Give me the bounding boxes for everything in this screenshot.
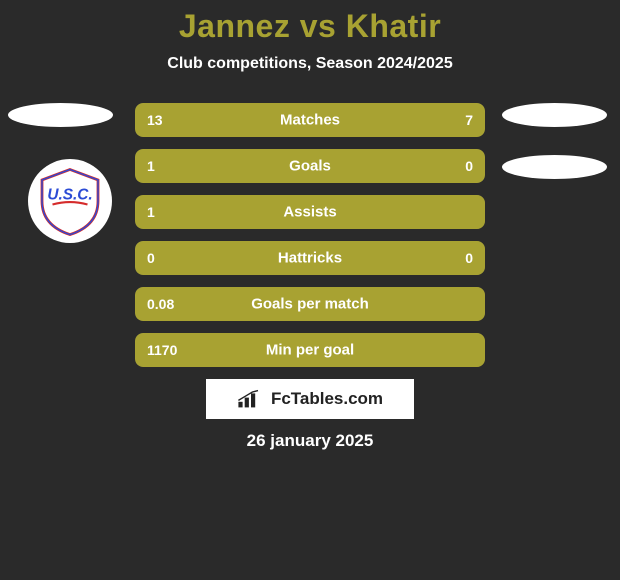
stats-area: U.S.C. 13Matches71Goals01Assists0Hattric…: [0, 103, 620, 367]
stat-row: 0Hattricks0: [135, 241, 485, 275]
stat-value-right: 7: [465, 112, 473, 128]
stat-value-right: 0: [465, 250, 473, 266]
stat-label: Goals: [135, 158, 485, 175]
stat-row: 1Goals0: [135, 149, 485, 183]
brand-text: FcTables.com: [271, 389, 383, 409]
player-right-badge-placeholder: [502, 103, 607, 127]
player-left-badge-placeholder: [8, 103, 113, 127]
stat-label: Matches: [135, 112, 485, 129]
stat-label: Min per goal: [135, 342, 485, 359]
shield-icon: U.S.C.: [35, 166, 105, 236]
stat-label: Hattricks: [135, 250, 485, 267]
stat-row: 0.08Goals per match: [135, 287, 485, 321]
stat-value-right: 0: [465, 158, 473, 174]
brand-badge[interactable]: FcTables.com: [206, 379, 414, 419]
stat-row: 1Assists: [135, 195, 485, 229]
player-right-badge-placeholder-2: [502, 155, 607, 179]
subtitle: Club competitions, Season 2024/2025: [0, 55, 620, 73]
club-logo-left: U.S.C.: [28, 159, 112, 243]
date-label: 26 january 2025: [0, 431, 620, 451]
page-title: Jannez vs Khatir: [0, 8, 620, 45]
stat-label: Assists: [135, 204, 485, 221]
stat-row: 13Matches7: [135, 103, 485, 137]
chart-icon: [237, 389, 265, 409]
stat-rows: 13Matches71Goals01Assists0Hattricks00.08…: [135, 103, 485, 367]
stat-row: 1170Min per goal: [135, 333, 485, 367]
stat-label: Goals per match: [135, 296, 485, 313]
comparison-card: Jannez vs Khatir Club competitions, Seas…: [0, 0, 620, 451]
